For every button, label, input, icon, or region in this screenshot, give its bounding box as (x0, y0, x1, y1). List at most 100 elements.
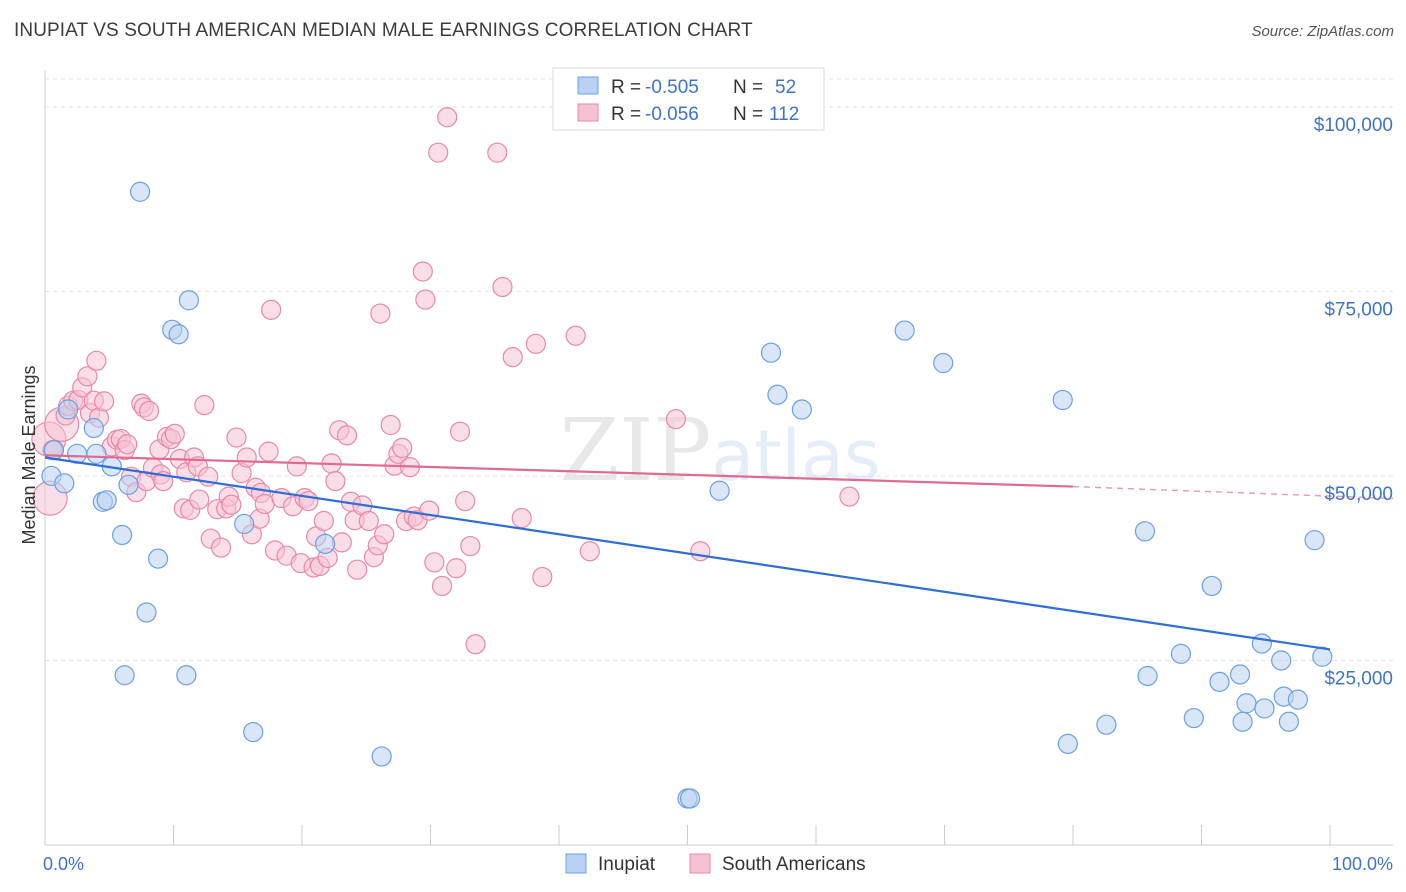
south-americans-trend-line (44, 454, 1074, 488)
inupiat-point-19 (114, 665, 135, 686)
inupiat-point-16 (168, 324, 189, 345)
inupiat-point-42 (1236, 693, 1257, 714)
y-tick-label-3: $100,000 (1314, 115, 1393, 136)
south-americans-point-88 (392, 437, 413, 459)
inupiat-point-37 (1183, 707, 1204, 729)
south-americans-point-104 (465, 634, 486, 655)
south-americans-point-80 (358, 510, 379, 532)
south-americans-trend-extension (1072, 485, 1394, 500)
inupiat-point-51 (679, 788, 701, 809)
south-americans-point-84 (374, 524, 395, 545)
south-americans-point-112 (579, 541, 600, 562)
south-americans-point-97 (428, 142, 449, 163)
south-americans-point-98 (431, 575, 453, 597)
inupiat-point-38 (1201, 575, 1222, 597)
south-americans-point-100 (446, 558, 467, 579)
south-americans-point-9 (77, 366, 98, 387)
inupiat-point-6 (83, 417, 104, 439)
inupiat-point-29 (894, 320, 915, 341)
y-tick-label-2: $75,000 (1324, 299, 1393, 320)
inupiat-point-13 (136, 602, 157, 623)
inupiat-point-10 (111, 524, 133, 546)
south-americans-point-106 (492, 276, 513, 298)
inupiat-point-49 (1304, 530, 1325, 551)
inupiat-point-12 (129, 181, 151, 202)
inupiat-point-48 (1287, 689, 1308, 710)
south-americans-point-69 (313, 510, 334, 532)
inupiat-point-5 (86, 443, 107, 464)
inupiat-point-21 (234, 513, 255, 535)
south-americans-point-50 (236, 447, 257, 468)
y-tick-labels: $25,000 $50,000 $75,000 $100,000 (1314, 115, 1393, 690)
inupiat-point-39 (1209, 671, 1230, 692)
south-americans-point-12 (86, 350, 107, 371)
inupiat-point-23 (371, 746, 392, 767)
south-americans-point-109 (525, 333, 546, 354)
inupiat-point-22 (315, 533, 336, 554)
south-americans-point-62 (286, 456, 307, 477)
chart-source: Source: ZipAtlas.com (1251, 23, 1394, 40)
south-americans-point-47 (221, 494, 242, 515)
y-tick-label-1: $50,000 (1324, 484, 1393, 505)
legend-n-value-1: 52 (775, 77, 796, 98)
south-americans-point-114 (690, 541, 711, 562)
south-americans-point-40 (194, 394, 215, 416)
chart-title: INUPIAT VS SOUTH AMERICAN MEDIAN MALE EA… (14, 20, 753, 41)
south-americans-point-72 (325, 471, 346, 492)
inupiat-point-20 (243, 721, 264, 743)
south-americans-point-85 (380, 414, 401, 436)
south-americans-point-103 (460, 535, 481, 557)
inupiat-point-17 (176, 665, 197, 686)
legend-r-value-1: -0.505 (645, 77, 699, 98)
inupiat-point-8 (96, 490, 117, 511)
inupiat-point-36 (1170, 643, 1192, 664)
south-americans-point-56 (258, 441, 279, 462)
inupiat-point-30 (933, 352, 954, 374)
south-americans-point-25 (138, 400, 160, 422)
south-americans-point-115 (839, 486, 860, 507)
south-americans-point-96 (424, 552, 445, 573)
inupiat-point-33 (1096, 714, 1117, 735)
y-tick-label-0: $25,000 (1324, 668, 1393, 689)
south-americans-point-75 (336, 425, 358, 446)
x-tick-labels: 0.0% 100.0% (43, 854, 1393, 874)
legend-n-label-2: N = (733, 104, 763, 125)
south-americans-point-57 (261, 299, 282, 320)
south-americans-point-113 (665, 409, 687, 430)
south-americans-point-65 (298, 490, 319, 512)
legend-r-value-2: -0.056 (645, 104, 699, 125)
inupiat-point-45 (1271, 650, 1292, 671)
inupiat-point-18 (178, 290, 200, 311)
watermark-zip: ZIP (560, 401, 712, 501)
south-americans-point-83 (370, 303, 391, 324)
series-legend-label-inupiat: Inupiat (598, 854, 656, 875)
south-americans-point-94 (415, 289, 436, 310)
inupiat-point-25 (709, 480, 730, 501)
x-tick-label-1: 100.0% (1332, 854, 1393, 874)
legend-n-label-1: N = (733, 77, 763, 98)
south-americans-point-99 (437, 107, 458, 128)
inupiat-point-35 (1137, 665, 1158, 687)
inupiat-point-41 (1232, 711, 1253, 732)
south-americans-point-105 (487, 142, 508, 163)
inupiat-point-26 (760, 342, 782, 363)
watermark: ZIPatlas (560, 401, 881, 501)
legend-swatch-inupiat (577, 76, 599, 95)
inupiat-point-40 (1229, 664, 1251, 685)
south-americans-point-108 (511, 507, 532, 529)
inupiat-point-44 (1254, 698, 1275, 719)
inupiat-point-32 (1052, 389, 1073, 411)
data-points (31, 107, 1333, 809)
series-legend: Inupiat South Americans (565, 853, 866, 875)
south-americans-point-32 (164, 423, 185, 444)
inupiat-point-43 (1251, 633, 1272, 654)
inupiat-point-34 (1134, 521, 1156, 542)
series-legend-swatch-south-americans (689, 853, 711, 874)
inupiat-point-27 (767, 384, 788, 405)
south-americans-point-39 (189, 489, 210, 510)
inupiat-point-47 (1278, 711, 1299, 732)
inupiat-trend-line (44, 456, 1331, 651)
series-legend-swatch-inupiat (565, 853, 587, 874)
legend: R = -0.505 N = 52 R = -0.056 N = 112 (552, 67, 825, 131)
